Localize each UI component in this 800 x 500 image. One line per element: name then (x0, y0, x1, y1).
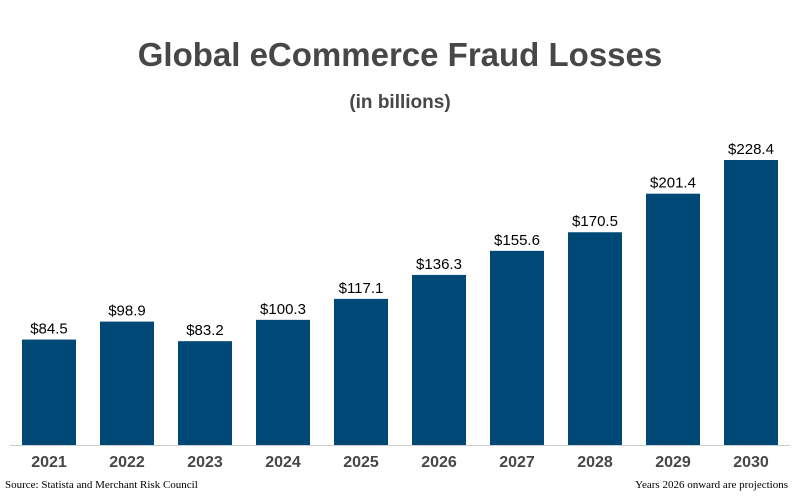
x-tick-label-2028: 2028 (577, 454, 613, 471)
x-tick-label-2022: 2022 (109, 454, 145, 471)
data-label-2026: $136.3 (416, 256, 462, 273)
x-tick-label-2025: 2025 (343, 454, 379, 471)
bar-2025 (334, 298, 388, 445)
x-tick-label-2023: 2023 (187, 454, 223, 471)
data-label-2021: $84.5 (30, 321, 68, 338)
bar-2029 (646, 193, 700, 445)
bar-2021 (22, 339, 76, 445)
data-label-2023: $83.2 (186, 322, 224, 339)
data-label-2029: $201.4 (650, 175, 696, 192)
data-label-2028: $170.5 (572, 213, 618, 230)
bar-2022 (100, 321, 154, 445)
source-note: Source: Statista and Merchant Risk Counc… (5, 479, 198, 491)
x-tick-label-2024: 2024 (265, 454, 301, 471)
chart-title: Global eCommerce Fraud Losses (137, 36, 663, 73)
bar-2024 (256, 319, 310, 445)
data-label-2027: $155.6 (494, 232, 540, 249)
chart-subtitle: (in billions) (349, 92, 451, 113)
bar-2026 (412, 274, 466, 445)
data-label-2024: $100.3 (260, 301, 306, 318)
bar-2027 (490, 250, 544, 445)
bar-2023 (178, 341, 232, 445)
data-label-2030: $228.4 (728, 141, 774, 158)
data-label-2022: $98.9 (108, 303, 146, 320)
x-tick-label-2027: 2027 (499, 454, 535, 471)
bar-2030 (724, 160, 778, 445)
x-tick-label-2021: 2021 (31, 454, 67, 471)
bar-2028 (568, 232, 622, 445)
projection-note: Years 2026 onward are projections (635, 479, 788, 491)
x-tick-label-2026: 2026 (421, 454, 457, 471)
data-label-2025: $117.1 (339, 280, 384, 297)
x-tick-label-2030: 2030 (733, 454, 769, 471)
x-tick-label-2029: 2029 (655, 454, 691, 471)
